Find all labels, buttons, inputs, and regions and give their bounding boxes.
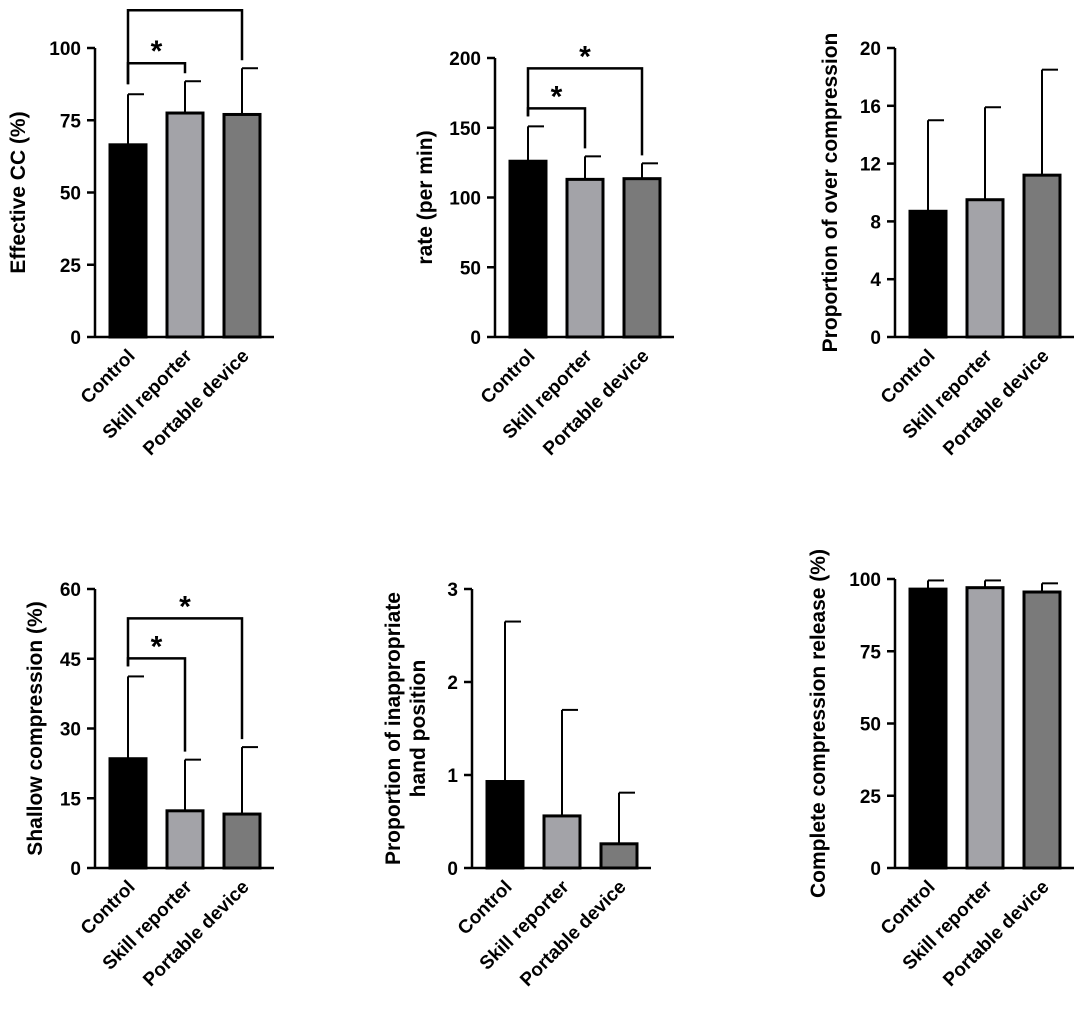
y-tick-label: 50 xyxy=(860,715,881,736)
significance-star: * xyxy=(179,590,191,623)
category-label: Portable device xyxy=(939,877,1053,991)
bar-control xyxy=(485,780,525,870)
bar-portable-device xyxy=(622,177,662,339)
significance-bracket xyxy=(526,67,644,156)
y-tick-label: 50 xyxy=(60,184,81,205)
y-tick-label: 200 xyxy=(449,49,481,70)
significance-bracket xyxy=(126,8,244,85)
bar-skill-reporter xyxy=(965,586,1005,870)
y-axis-title: Complete compression release (%) xyxy=(807,549,830,898)
y-axis-title: rate (per min) xyxy=(414,130,437,264)
y-tick-label: 1 xyxy=(447,766,458,787)
y-tick-label: 0 xyxy=(70,328,81,349)
category-label: Portable device xyxy=(139,877,253,991)
y-tick-label: 16 xyxy=(860,97,881,118)
y-tick-label: 4 xyxy=(870,270,881,291)
bar-skill-reporter xyxy=(565,177,605,339)
bar-skill-reporter xyxy=(165,809,205,870)
y-tick-label: 25 xyxy=(60,256,82,277)
y-tick-label: 75 xyxy=(860,642,882,663)
y-tick-label: 0 xyxy=(870,328,881,349)
bar-control xyxy=(908,209,948,339)
y-axis-title: Effective CC (%) xyxy=(7,111,30,273)
bar-control xyxy=(108,757,148,870)
y-tick-label: 0 xyxy=(70,859,81,880)
bar-portable-device xyxy=(222,812,262,870)
significance-star: * xyxy=(151,630,163,663)
significance-bracket xyxy=(126,617,244,740)
y-tick-label: 0 xyxy=(470,328,481,349)
category-label: Portable device xyxy=(539,346,653,460)
y-tick-label: 60 xyxy=(60,580,81,601)
y-axis-title: Proportion of over compression xyxy=(819,33,842,353)
bar-skill-reporter xyxy=(165,111,205,339)
category-label: Portable device xyxy=(139,346,253,460)
y-tick-label: 0 xyxy=(447,859,458,880)
y-tick-label: 100 xyxy=(849,570,881,591)
y-tick-label: 50 xyxy=(460,258,481,279)
y-tick-label: 45 xyxy=(60,650,82,671)
y-tick-label: 12 xyxy=(860,155,881,176)
bar-skill-reporter xyxy=(965,198,1005,339)
bar-control xyxy=(508,159,548,339)
y-tick-label: 8 xyxy=(870,212,881,233)
bar-control xyxy=(108,143,148,339)
bar-portable-device xyxy=(599,842,639,870)
y-axis-title: Shallow compression (%) xyxy=(24,601,47,855)
y-tick-label: 30 xyxy=(60,720,81,741)
significance-bracket xyxy=(126,657,187,752)
y-tick-label: 3 xyxy=(447,580,458,601)
bar-portable-device xyxy=(222,112,262,339)
category-label: Portable device xyxy=(516,877,630,991)
y-axis-title: Proportion of inappropriate xyxy=(382,592,405,865)
significance-star: * xyxy=(179,0,191,15)
y-tick-label: 100 xyxy=(449,189,481,210)
bar-portable-device xyxy=(1022,173,1062,339)
y-tick-label: 75 xyxy=(60,111,82,132)
category-label: Portable device xyxy=(939,346,1053,460)
significance-bracket xyxy=(526,107,587,149)
y-tick-label: 150 xyxy=(449,119,481,140)
y-tick-label: 0 xyxy=(870,859,881,880)
significance-star: * xyxy=(551,80,563,113)
significance-star: * xyxy=(579,40,591,73)
y-tick-label: 2 xyxy=(447,673,458,694)
bar-portable-device xyxy=(1022,590,1062,870)
y-tick-label: 15 xyxy=(60,789,82,810)
significance-star: * xyxy=(151,35,163,68)
bar-skill-reporter xyxy=(542,814,582,870)
y-tick-label: 20 xyxy=(860,39,881,60)
y-tick-label: 25 xyxy=(860,787,882,808)
bar-control xyxy=(908,587,948,870)
y-tick-label: 100 xyxy=(49,39,81,60)
y-axis-title-line2: hand position xyxy=(407,660,430,798)
